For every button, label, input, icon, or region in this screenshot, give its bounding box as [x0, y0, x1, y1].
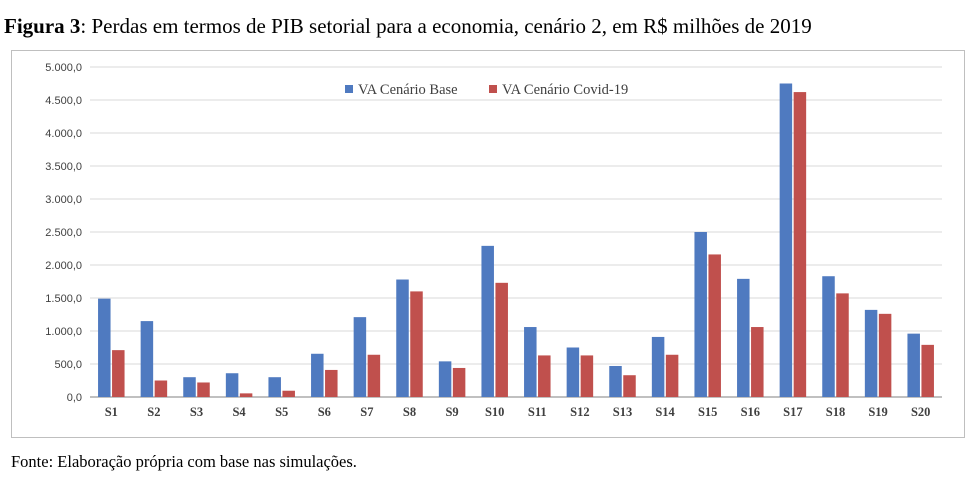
bar-s17-covid [793, 92, 807, 397]
bar-s12-base [566, 347, 580, 397]
x-tick-label: S6 [318, 405, 331, 419]
x-tick-label: S7 [360, 405, 373, 419]
x-tick-label: S14 [655, 405, 675, 419]
bar-s15-covid [708, 254, 721, 397]
figure-title: Figura 3: Perdas em termos de PIB setori… [4, 14, 972, 39]
bar-s2-covid [154, 380, 168, 397]
legend-swatch [345, 85, 353, 93]
bar-s17-base [779, 83, 793, 397]
bar-s11-covid [538, 355, 551, 397]
x-tick-label: S17 [783, 405, 802, 419]
bar-s3-base [183, 377, 196, 397]
x-axis-ticks: S1 S2 S3 S4 S5 S6 S7 S8 S9 S10 S11 S12 S13 S14 S15 S16 S… [105, 405, 931, 419]
bar-s18-covid [836, 293, 849, 397]
bar-s9-base [438, 361, 452, 397]
legend: VA Cenário Base VA Cenário Covid-19 [345, 82, 628, 98]
y-tick-label: 5.000,0 [45, 62, 82, 74]
x-tick-label: S5 [275, 405, 288, 419]
y-tick-label: 2.500,0 [45, 227, 82, 239]
bar-s19-covid [878, 313, 892, 397]
bar-s7-covid [367, 354, 381, 397]
bar-s1-covid [112, 350, 125, 397]
x-tick-label: S15 [698, 405, 717, 419]
bar-s8-covid [410, 291, 423, 397]
legend-label: VA Cenário Covid-19 [502, 82, 628, 98]
bar-s4-covid [239, 393, 253, 397]
x-tick-label: S18 [826, 405, 845, 419]
y-tick-label: 1.500,0 [45, 293, 82, 305]
bar-s3-covid [197, 382, 210, 397]
bar-s13-covid [623, 375, 636, 397]
bar-s13-base [609, 365, 622, 397]
x-tick-label: S10 [485, 405, 504, 419]
bar-s20-covid [921, 344, 934, 397]
bar-s5-covid [282, 390, 295, 397]
bar-s6-base [311, 353, 324, 397]
y-tick-label: 4.000,0 [45, 128, 82, 140]
x-tick-label: S16 [741, 405, 760, 419]
bar-s18-base [822, 276, 835, 397]
bar-s1-base [98, 298, 111, 397]
y-tick-label: 0,0 [67, 392, 82, 404]
source-note: Fonte: Elaboração própria com base nas s… [11, 452, 357, 471]
bar-s9-covid [452, 367, 466, 397]
x-tick-label: S3 [190, 405, 203, 419]
figure-label: Figura 3 [4, 14, 81, 38]
bar-s14-base [651, 336, 665, 397]
bar-s5-base [268, 377, 281, 397]
bar-s10-covid [495, 282, 508, 397]
grid-lines [90, 66, 942, 398]
x-tick-label: S19 [868, 405, 887, 419]
y-tick-label: 500,0 [54, 359, 82, 371]
y-tick-label: 4.500,0 [45, 95, 82, 107]
x-tick-label: S2 [147, 405, 160, 419]
bar-s16-base [737, 278, 750, 397]
bar-s19-base [864, 309, 878, 397]
x-tick-label: S12 [570, 405, 589, 419]
bar-s15-base [694, 232, 707, 397]
x-tick-label: S20 [911, 405, 930, 419]
bar-chart: 0,0 500,0 1.000,0 1.500,0 2.000,0 2.500,0 3.00… [45, 62, 942, 419]
bar-s2-base [140, 321, 154, 397]
x-tick-label: S8 [403, 405, 416, 419]
legend-label: VA Cenário Base [358, 82, 458, 98]
bar-s6-covid [325, 369, 338, 397]
x-tick-label: S9 [445, 405, 458, 419]
x-tick-label: S4 [232, 405, 246, 419]
y-tick-label: 1.000,0 [45, 326, 82, 338]
bar-s14-covid [665, 354, 679, 397]
bar-s20-base [907, 333, 920, 397]
bar-s7-base [353, 317, 367, 397]
bar-s4-base [225, 373, 239, 397]
bars [98, 83, 934, 397]
bar-s12-covid [580, 355, 594, 397]
chart-frame: 0,0 500,0 1.000,0 1.500,0 2.000,0 2.500,0 3.00… [11, 50, 965, 438]
bar-s16-covid [751, 327, 764, 397]
y-axis-ticks: 0,0 500,0 1.000,0 1.500,0 2.000,0 2.500,0 3.00… [45, 62, 82, 404]
bar-s10-base [481, 245, 494, 397]
legend-swatch [489, 85, 497, 93]
y-tick-label: 3.500,0 [45, 161, 82, 173]
bar-s11-base [524, 327, 537, 397]
x-tick-label: S1 [105, 405, 118, 419]
figure-title-text: : Perdas em termos de PIB setorial para … [80, 14, 812, 38]
x-tick-label: S11 [528, 405, 547, 419]
bar-s8-base [396, 279, 409, 397]
x-tick-label: S13 [613, 405, 632, 419]
y-tick-label: 3.000,0 [45, 194, 82, 206]
y-tick-label: 2.000,0 [45, 260, 82, 272]
